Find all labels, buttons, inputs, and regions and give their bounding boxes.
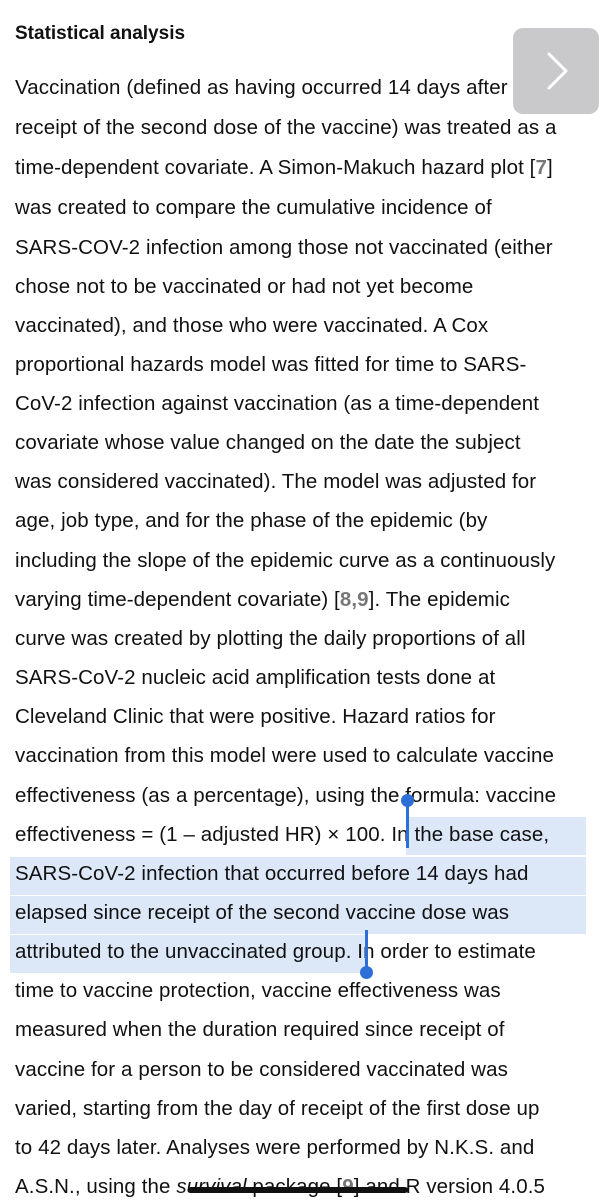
reference-link[interactable]: 9 [357, 588, 369, 611]
text-line: receipt of the second dose of the vaccin… [15, 116, 557, 139]
section-title: Statistical analysis [15, 23, 186, 44]
text-line: covariate whose value changed on the dat… [15, 431, 521, 454]
reference-link[interactable]: 8 [339, 588, 352, 611]
text-line: vaccine for a person to be considered va… [15, 1058, 508, 1081]
text-line: SARS-CoV-2 nucleic acid amplification te… [15, 666, 496, 689]
text-line: time to vaccine protection, vaccine effe… [15, 979, 501, 1002]
text-line: including the slope of the epidemic curv… [15, 549, 556, 572]
text-line: age, job type, and for the phase of the … [15, 509, 488, 532]
reference-link[interactable]: 9 [342, 1175, 354, 1198]
text-line: was created to compare the cumulative in… [15, 196, 492, 219]
text-line: was considered vaccinated). The model wa… [15, 470, 537, 493]
selection-highlight-row [10, 896, 586, 934]
reference-link[interactable]: 7 [535, 156, 547, 179]
text-line: Vaccination (defined as having occurred … [15, 76, 508, 99]
next-page-button[interactable] [513, 28, 599, 114]
text-line: to 42 days later. Analyses were performe… [15, 1136, 535, 1159]
text-line: proportional hazards model was fitted fo… [15, 353, 527, 376]
text-line: effectiveness (as a percentage), using t… [15, 784, 557, 807]
selection-end-handle[interactable] [360, 966, 373, 979]
text-line: varying time-dependent covariate) [8,9].… [15, 588, 510, 611]
text-line: effectiveness = (1 – adjusted HR) × 100.… [15, 823, 550, 846]
selected-text: attributed to the unvaccinated group. [15, 940, 352, 963]
text-line: SARS-COV-2 infection among those not vac… [15, 236, 553, 259]
text-line: chose not to be vaccinated or had not ye… [15, 275, 474, 298]
text-line: measured when the duration required sinc… [15, 1018, 505, 1041]
text-line: curve was created by plotting the daily … [15, 627, 526, 650]
selected-text: elapsed since receipt of the second vacc… [15, 901, 510, 924]
text-line: vaccinated), and those who were vaccinat… [15, 314, 489, 337]
text-line: vaccination from this model were used to… [15, 744, 555, 767]
text-line: varied, starting from the day of receipt… [15, 1097, 540, 1120]
selection-highlight-row [406, 817, 586, 855]
selection-start-cursor [406, 800, 409, 848]
selected-text: In the base case, [391, 823, 550, 846]
home-indicator[interactable] [188, 1187, 408, 1193]
chevron-right-icon [547, 52, 568, 90]
text-line: time-dependent covariate. A Simon-Makuch… [15, 156, 553, 179]
selection-highlight-row [10, 935, 366, 973]
text-line: attributed to the unvaccinated group. In… [15, 940, 536, 963]
selected-text: SARS-CoV-2 infection that occurred befor… [15, 862, 529, 885]
text-line: Cleveland Clinic that were positive. Haz… [15, 705, 496, 728]
selection-highlight-row [10, 857, 586, 895]
text-line: CoV-2 infection against vaccination (as … [15, 392, 540, 415]
selection-end-cursor [365, 930, 368, 970]
